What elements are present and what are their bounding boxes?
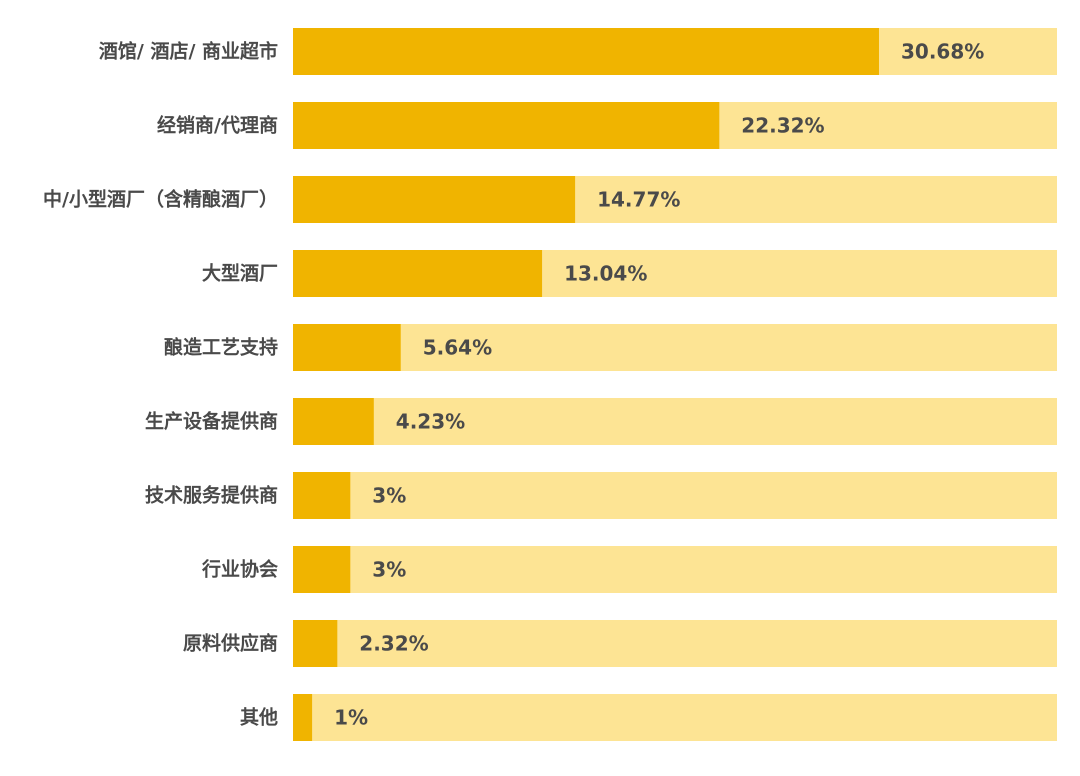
data-label: 2.32% <box>359 632 428 656</box>
bar <box>293 694 313 741</box>
bar-track <box>293 472 1057 519</box>
bar-track <box>293 694 1057 741</box>
bar <box>293 176 576 223</box>
category-label: 经销商/代理商 <box>157 114 278 137</box>
data-label: 22.32% <box>741 114 824 138</box>
category-label: 其他 <box>240 706 278 729</box>
bar <box>293 324 401 371</box>
data-label: 5.64% <box>423 336 492 360</box>
data-label: 3% <box>372 484 406 508</box>
data-label: 30.68% <box>901 40 984 64</box>
category-label: 中/小型酒厂（含精酿酒厂） <box>43 188 278 211</box>
data-label: 13.04% <box>564 262 647 286</box>
category-label: 酿造工艺支持 <box>164 336 278 359</box>
category-label: 原料供应商 <box>183 632 278 655</box>
bar-track <box>293 398 1057 445</box>
bar-track <box>293 546 1057 593</box>
bar-track <box>293 324 1057 371</box>
data-label: 14.77% <box>597 188 680 212</box>
category-label: 酒馆/ 酒店/ 商业超市 <box>99 40 278 63</box>
data-label: 1% <box>334 706 368 730</box>
data-label: 3% <box>372 558 406 582</box>
bar <box>293 398 374 445</box>
bar <box>293 250 543 297</box>
bar <box>293 546 351 593</box>
bar-track <box>293 620 1057 667</box>
bars <box>293 28 879 741</box>
category-label: 行业协会 <box>201 558 278 581</box>
data-label: 4.23% <box>396 410 465 434</box>
bar <box>293 620 338 667</box>
category-label: 技术服务提供商 <box>145 484 278 507</box>
value-labels: 30.68% 22.32% 14.77% 13.04% 5.64% 4.23% 3% 3% 2.… <box>334 40 984 730</box>
bar-tracks <box>293 28 1057 741</box>
bar <box>293 28 879 75</box>
category-label: 生产设备提供商 <box>145 410 278 433</box>
category-label: 大型酒厂 <box>202 262 278 285</box>
bar <box>293 102 720 149</box>
bar <box>293 472 351 519</box>
